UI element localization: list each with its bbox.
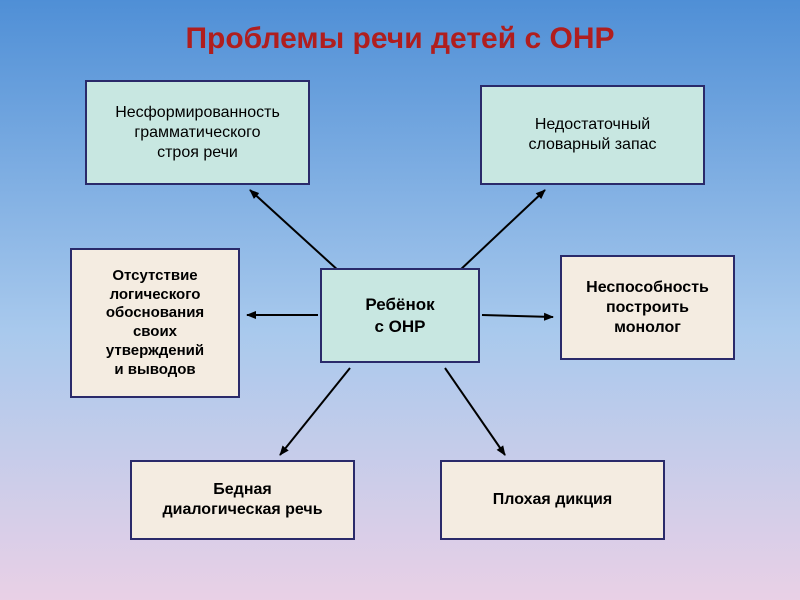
problem-box-logic-label: Отсутствиелогическогообоснованиясвоихутв…: [106, 267, 204, 380]
problem-box-vocab: Недостаточныйсловарный запас: [480, 85, 705, 185]
problem-box-grammar: Несформированностьграмматическогостроя р…: [85, 80, 310, 185]
center-box-label: Ребёнокс ОНР: [365, 294, 434, 337]
problem-box-diction-label: Плохая дикция: [493, 490, 612, 510]
problem-box-dialog: Беднаядиалогическая речь: [130, 460, 355, 540]
problem-box-grammar-label: Несформированностьграмматическогостроя р…: [115, 103, 280, 163]
center-box: Ребёнокс ОНР: [320, 268, 480, 363]
problem-box-monolog-label: Неспособностьпостроитьмонолог: [586, 278, 709, 338]
problem-box-monolog: Неспособностьпостроитьмонолог: [560, 255, 735, 360]
page-title: Проблемы речи детей с ОНР: [0, 22, 800, 56]
problem-box-vocab-label: Недостаточныйсловарный запас: [528, 115, 656, 155]
problem-box-diction: Плохая дикция: [440, 460, 665, 540]
problem-box-dialog-label: Беднаядиалогическая речь: [162, 480, 322, 520]
problem-box-logic: Отсутствиелогическогообоснованиясвоихутв…: [70, 248, 240, 398]
